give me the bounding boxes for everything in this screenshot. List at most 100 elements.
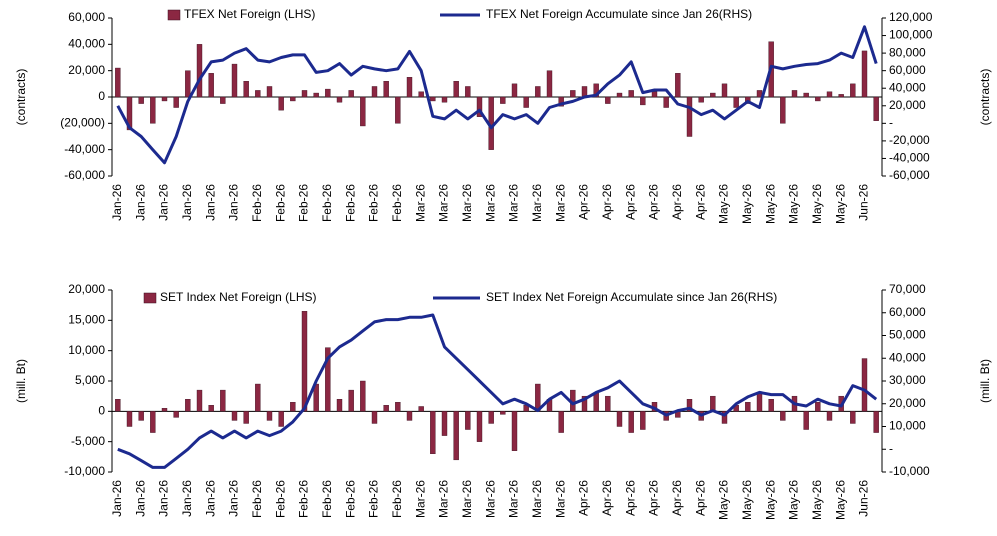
x-tick-label: Feb-26 (390, 480, 404, 518)
y2-axis-label: (contracts) (978, 69, 992, 126)
bar (395, 402, 401, 412)
bar (336, 96, 343, 103)
x-tick-label: Apr-26 (577, 480, 591, 516)
bar (266, 411, 273, 421)
legend-swatch (143, 292, 157, 304)
x-tick-label: Apr-26 (600, 480, 614, 516)
bar (768, 399, 774, 412)
bar (301, 90, 308, 98)
x-tick-label: Mar-26 (460, 480, 474, 518)
bar (220, 389, 226, 412)
bar (850, 83, 856, 98)
bar (255, 383, 261, 412)
bar (453, 411, 459, 461)
bar (371, 86, 378, 98)
y2-tick-label: 70,000 (889, 282, 926, 296)
bar (803, 411, 809, 430)
x-tick-label: Feb-26 (343, 480, 357, 518)
bar (383, 405, 389, 412)
x-tick-label: Apr-26 (647, 184, 661, 220)
y2-tick-label: 50,000 (889, 328, 926, 342)
bar (546, 70, 553, 98)
bar (243, 80, 249, 98)
x-tick-label: Feb-26 (390, 184, 404, 222)
x-tick-label: Jun-26 (857, 184, 871, 221)
bar (500, 96, 506, 104)
x-tick-label: Feb-26 (297, 184, 311, 222)
y-tick-label: -60,000 (64, 168, 105, 182)
bar (651, 91, 658, 98)
y-tick-label: 15,000 (68, 313, 105, 327)
y-axis-label: (mill. Bt) (14, 359, 28, 403)
x-tick-label: Mar-26 (460, 184, 474, 222)
y2-tick-label: 40,000 (889, 350, 926, 364)
bar (686, 96, 693, 137)
bar (196, 44, 203, 98)
bar (278, 411, 284, 427)
x-tick-label: Mar-26 (553, 184, 567, 222)
x-tick-label: Feb-26 (343, 184, 357, 222)
x-tick-label: Apr-26 (693, 184, 707, 220)
x-tick-label: Mar-26 (530, 480, 544, 518)
y-tick-label: 20,000 (68, 63, 105, 77)
x-tick-label: Mar-26 (483, 184, 497, 222)
y2-tick-label: -10,000 (889, 464, 930, 478)
x-tick-label: Jan-26 (180, 184, 194, 221)
y-axis-label: (contracts) (14, 69, 28, 126)
bar (441, 96, 448, 103)
x-tick-label: May-26 (787, 184, 801, 224)
y-tick-label: (20,000) (60, 116, 105, 130)
x-tick-label: Jan-26 (133, 184, 147, 221)
bar (208, 73, 214, 98)
bar (453, 80, 459, 98)
x-tick-label: Jan-26 (110, 184, 124, 221)
bar (126, 411, 133, 427)
x-tick-label: Mar-26 (507, 480, 521, 518)
bar (488, 411, 494, 424)
bar (161, 408, 168, 412)
bar (476, 411, 483, 442)
bar (861, 358, 868, 412)
bar (290, 402, 296, 412)
x-tick-label: May-26 (717, 480, 731, 520)
bar (721, 411, 728, 424)
bar (406, 77, 413, 98)
bar (791, 90, 798, 98)
bar (605, 96, 611, 104)
bar (406, 411, 413, 421)
bar (255, 90, 261, 98)
bar (826, 91, 833, 98)
x-tick-label: May-26 (787, 480, 801, 520)
bar (383, 80, 389, 98)
bar (628, 411, 634, 433)
bar (208, 405, 214, 412)
bar (231, 63, 238, 98)
y2-tick-label: 100,000 (889, 28, 933, 42)
y2-tick-label: -40,000 (889, 151, 930, 165)
bar (430, 96, 436, 102)
bar (115, 67, 121, 98)
bar (838, 94, 844, 98)
bar (780, 411, 786, 421)
bar (418, 91, 424, 98)
x-tick-label: Jan-26 (227, 184, 241, 221)
line (116, 25, 878, 165)
bar (173, 96, 179, 108)
y2-tick-label: 80,000 (889, 45, 926, 59)
bar (803, 92, 809, 98)
bar (616, 92, 623, 98)
y2-tick-label: 60,000 (889, 305, 926, 319)
x-tick-label: Jan-26 (227, 480, 241, 517)
y-tick-label: 40,000 (68, 37, 105, 51)
y-tick-label: 0 (98, 89, 105, 103)
y2-tick-label: -20,000 (889, 133, 930, 147)
x-tick-label: Feb-26 (273, 184, 287, 222)
x-tick-label: Apr-26 (647, 480, 661, 516)
bar (861, 50, 868, 98)
bar (360, 380, 366, 412)
bar (290, 96, 296, 102)
y-tick-label: 60,000 (68, 10, 105, 24)
x-tick-label: Feb-26 (320, 184, 334, 222)
x-tick-label: Jan-26 (110, 480, 124, 517)
bar (185, 70, 191, 98)
